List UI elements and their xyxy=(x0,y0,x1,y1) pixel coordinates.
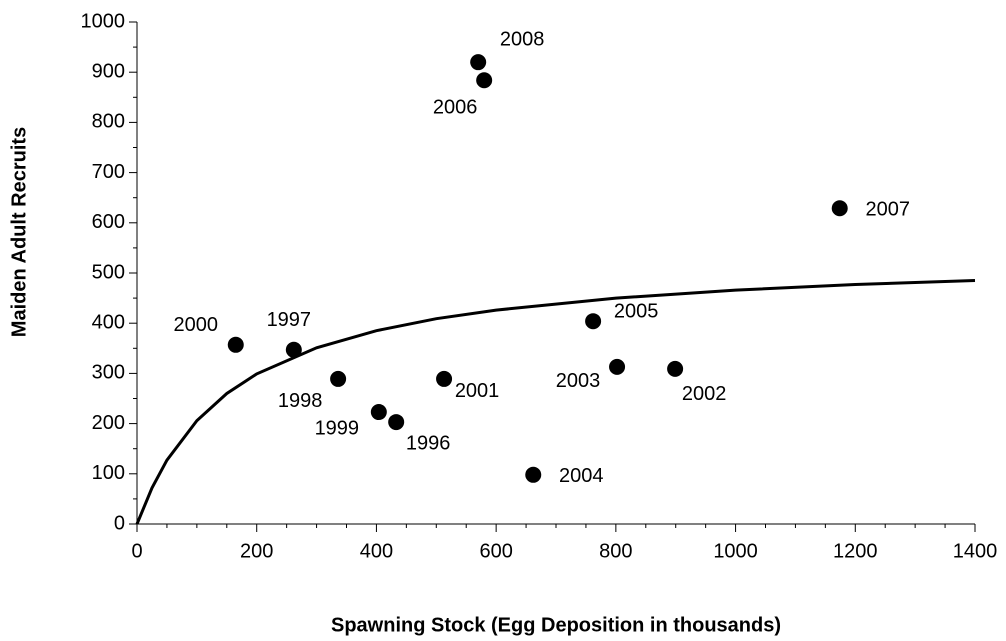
point xyxy=(585,313,602,330)
y-tick-label: 900 xyxy=(92,60,125,82)
point-label: 2000 xyxy=(174,314,219,336)
point xyxy=(470,54,487,71)
x-tick-label: 0 xyxy=(131,540,142,562)
y-tick-label: 500 xyxy=(92,261,125,283)
y-tick-label: 200 xyxy=(92,412,125,434)
x-tick-label: 1000 xyxy=(713,540,758,562)
y-tick-label: 800 xyxy=(92,111,125,133)
y-tick-label: 300 xyxy=(92,362,125,384)
point-label: 2008 xyxy=(500,28,545,50)
point xyxy=(476,72,493,89)
x-tick-label: 800 xyxy=(599,540,632,562)
y-axis-title: Maiden Adult Recruits xyxy=(8,127,30,337)
x-axis-title: Spawning Stock (Egg Deposition in thousa… xyxy=(331,614,781,636)
point-label: 2006 xyxy=(433,97,478,119)
y-tick-label: 1000 xyxy=(81,10,126,32)
point-label: 2004 xyxy=(559,465,604,487)
point-label: 2001 xyxy=(455,380,500,402)
x-tick-label: 600 xyxy=(479,540,512,562)
point xyxy=(370,404,387,421)
x-tick-label: 400 xyxy=(360,540,393,562)
point-label: 2003 xyxy=(556,370,601,392)
point-label: 1996 xyxy=(406,432,451,454)
x-tick-label: 1200 xyxy=(833,540,878,562)
y-tick-label: 400 xyxy=(92,311,125,333)
point xyxy=(831,200,848,217)
point xyxy=(609,358,626,375)
point-label: 1997 xyxy=(267,309,312,331)
point-label: 1999 xyxy=(315,417,360,439)
fitted-curve xyxy=(135,279,976,525)
point xyxy=(227,336,244,353)
point-label: 1998 xyxy=(278,390,323,412)
point xyxy=(667,360,684,377)
y-tick-label: 700 xyxy=(92,161,125,183)
point xyxy=(388,414,405,431)
y-tick-label: 0 xyxy=(114,512,125,534)
point xyxy=(330,370,347,387)
x-tick-label: 1400 xyxy=(953,540,998,562)
x-tick-label: 200 xyxy=(240,540,273,562)
point xyxy=(525,466,542,483)
point xyxy=(285,341,302,358)
point xyxy=(436,370,453,387)
y-tick-label: 600 xyxy=(92,211,125,233)
point-label: 2002 xyxy=(682,383,727,405)
y-tick-label: 100 xyxy=(92,462,125,484)
point-label: 2007 xyxy=(865,199,910,221)
point-label: 2005 xyxy=(614,300,659,322)
